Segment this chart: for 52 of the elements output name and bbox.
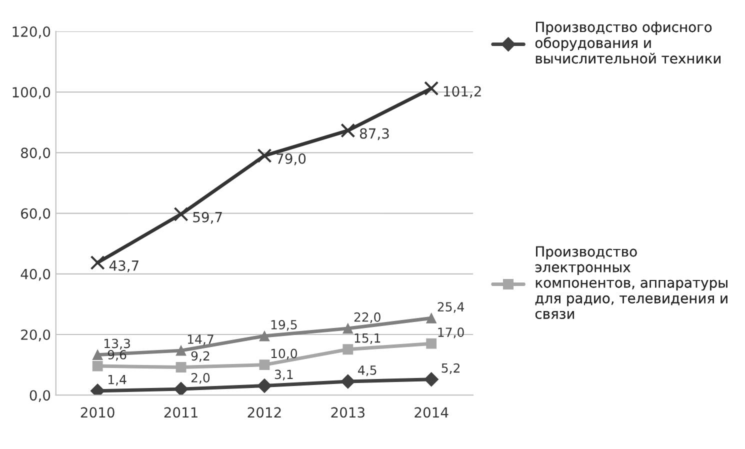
data-label: 14,7 <box>188 334 214 346</box>
point <box>259 330 270 342</box>
point <box>340 374 356 389</box>
point <box>259 360 270 370</box>
data-label: 25,4 <box>438 302 464 313</box>
data-label: 59,7 <box>193 212 222 224</box>
data-label: 17,0 <box>438 328 464 338</box>
data-label: 13,3 <box>104 338 130 350</box>
point <box>90 255 105 270</box>
x-tick-label: 2011 <box>164 407 198 418</box>
point <box>342 323 354 334</box>
y-tick-label: 0,0 <box>30 390 50 402</box>
x-tick-label: 2012 <box>248 407 281 418</box>
point <box>426 338 437 349</box>
data-label: 3,1 <box>274 370 293 380</box>
point <box>424 81 439 96</box>
point <box>176 362 186 372</box>
y-tick-label: 100,0 <box>12 87 50 99</box>
point <box>257 148 272 163</box>
x-tick-label: 2013 <box>331 407 364 418</box>
y-tick-label: 80,0 <box>21 148 50 160</box>
data-label: 10,0 <box>271 348 298 360</box>
data-label: 2,0 <box>191 373 210 384</box>
legend-label: Производство электронных компонентов, аппаратуры для радио, телевидения и связи <box>535 246 728 319</box>
y-tick-label: 40,0 <box>20 268 50 281</box>
point <box>342 344 354 355</box>
legend-label: Производство офисного оборудования и вычислительной техники <box>535 22 720 64</box>
data-label: 43,7 <box>109 260 138 272</box>
data-label: 101,2 <box>444 86 481 98</box>
data-label: 1,4 <box>108 374 126 386</box>
data-label: 19,5 <box>271 320 297 331</box>
point <box>257 378 272 393</box>
data-label: 9,2 <box>191 351 210 362</box>
y-tick-label: 120,0 <box>12 26 50 38</box>
point <box>92 360 103 372</box>
point <box>174 382 188 396</box>
point <box>176 345 186 356</box>
data-label: 5,2 <box>442 363 460 374</box>
point <box>426 312 437 324</box>
y-tick-label: 60,0 <box>21 208 50 220</box>
point <box>424 372 439 387</box>
point <box>174 206 188 222</box>
point <box>92 350 103 360</box>
y-tick-label: 20,0 <box>21 329 50 342</box>
data-label: 87,3 <box>360 128 389 140</box>
data-label: 22,0 <box>354 312 380 324</box>
data-label: 4,5 <box>358 366 376 376</box>
x-tick-label: 2010 <box>80 407 114 418</box>
x-tick-label: 2014 <box>414 407 448 418</box>
data-label: 15,1 <box>354 333 380 344</box>
data-label: 79,0 <box>276 153 306 166</box>
point <box>340 123 356 138</box>
